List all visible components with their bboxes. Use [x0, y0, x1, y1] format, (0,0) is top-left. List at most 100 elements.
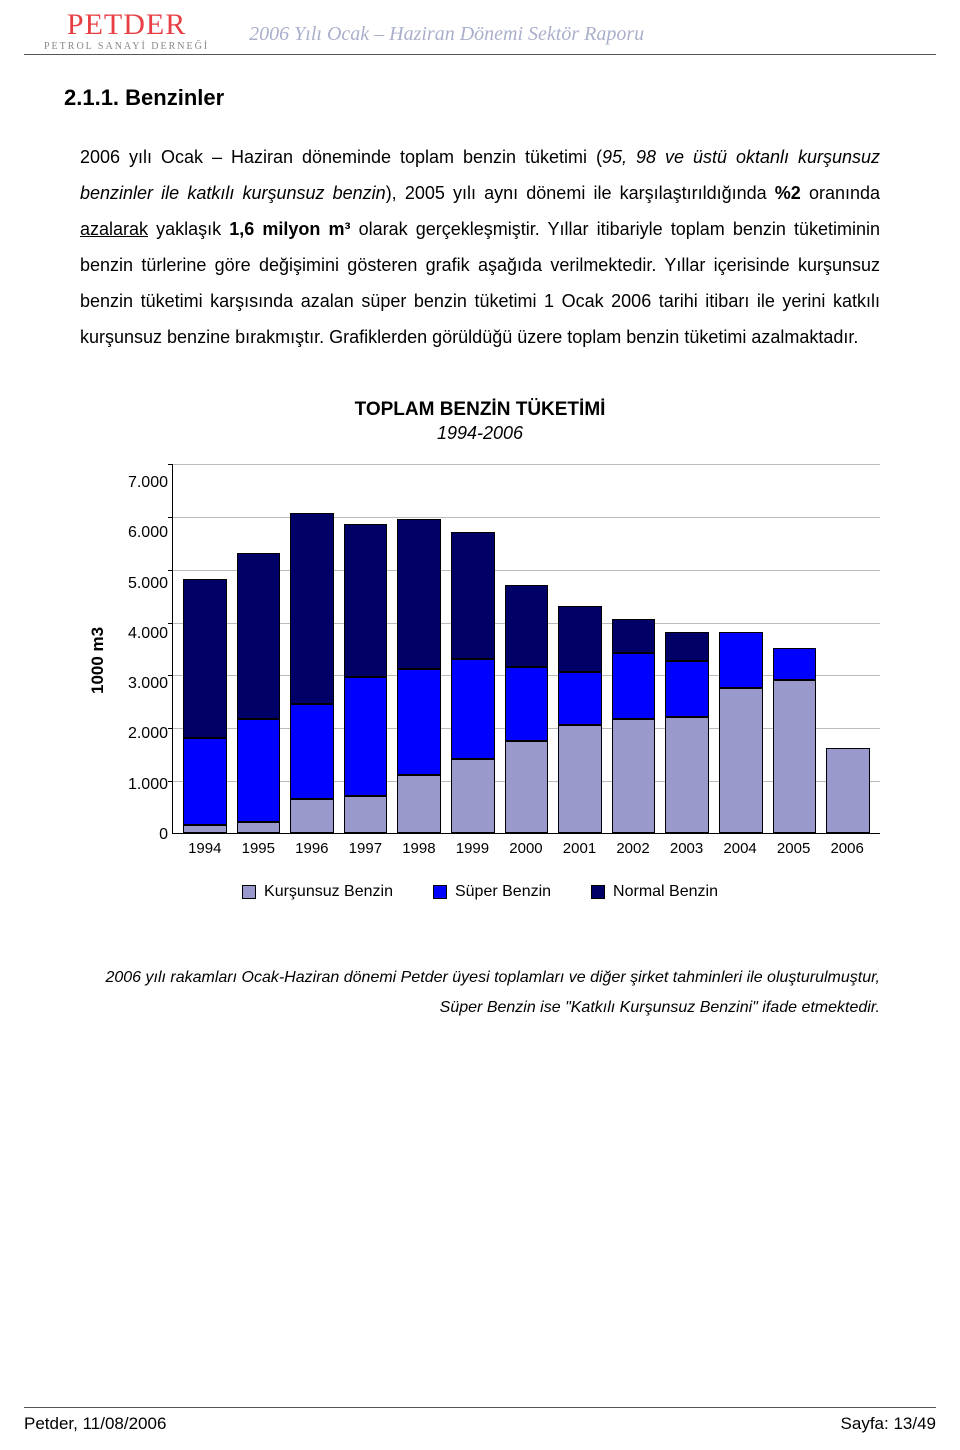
legend-swatch — [591, 885, 605, 899]
tickmark — [168, 464, 173, 465]
bar-segment-kursunsuz — [344, 796, 388, 833]
bar — [719, 632, 763, 833]
bar-segment-kursunsuz — [290, 799, 334, 833]
bar — [612, 619, 656, 833]
bar-segment-kursunsuz — [397, 775, 441, 833]
text-bold: 1,6 milyon m³ — [229, 219, 350, 239]
bar-segment-normal — [665, 632, 709, 661]
bar-segment-super — [344, 677, 388, 796]
y-tick-label: 2.000 — [112, 725, 168, 743]
y-tick-label: 1.000 — [112, 776, 168, 794]
bar-chart: 1000 m3 7.0006.0005.0004.0003.0002.0001.… — [80, 464, 880, 857]
bar — [773, 648, 817, 833]
page-header: PETDER PETROL SANAYİ DERNEĞİ 2006 Yılı O… — [24, 0, 936, 55]
logo-main: PETDER — [67, 10, 186, 40]
bar-segment-super — [290, 704, 334, 799]
chart-subtitle: 1994-2006 — [80, 423, 880, 444]
bar — [397, 519, 441, 833]
text: 2006 yılı Ocak – Haziran döneminde topla… — [80, 147, 602, 167]
bar — [665, 632, 709, 833]
bar — [558, 606, 602, 833]
y-tick-label: 4.000 — [112, 625, 168, 643]
x-tick-label: 2006 — [824, 840, 870, 857]
bar — [183, 579, 227, 833]
text-underline: azalarak — [80, 219, 148, 239]
plot-area — [172, 464, 880, 834]
legend-item: Süper Benzin — [433, 883, 551, 901]
footnote: 2006 yılı rakamları Ocak-Haziran dönemi … — [80, 963, 880, 1024]
bar — [344, 524, 388, 833]
bar-segment-kursunsuz — [773, 680, 817, 833]
bar-segment-super — [719, 632, 763, 688]
text-bold: %2 — [775, 183, 801, 203]
page-footer: Petder, 11/08/2006 Sayfa: 13/49 — [24, 1407, 936, 1434]
x-tick-label: 1996 — [289, 840, 335, 857]
bar — [290, 513, 334, 833]
logo: PETDER PETROL SANAYİ DERNEĞİ — [44, 10, 209, 52]
bar-segment-super — [665, 661, 709, 717]
bar-segment-normal — [397, 519, 441, 670]
gridline — [173, 464, 880, 465]
legend-label: Süper Benzin — [455, 883, 551, 901]
bar-segment-kursunsuz — [826, 748, 870, 833]
logo-subtitle: PETROL SANAYİ DERNEĞİ — [44, 42, 209, 52]
tickmark — [168, 728, 173, 729]
y-tick-label: 3.000 — [112, 675, 168, 693]
x-tick-label: 1998 — [396, 840, 442, 857]
x-tick-label: 2005 — [771, 840, 817, 857]
y-axis-label: 1000 m3 — [88, 464, 108, 857]
bar-segment-normal — [344, 524, 388, 677]
x-tick-label: 1999 — [450, 840, 496, 857]
gridline — [173, 517, 880, 518]
tickmark — [168, 675, 173, 676]
text: oranında — [801, 183, 880, 203]
tickmark — [168, 781, 173, 782]
x-axis: 1994199519961997199819992000200120022003… — [172, 834, 880, 857]
bar-segment-super — [558, 672, 602, 725]
x-tick-label: 2004 — [717, 840, 763, 857]
bar-segment-super — [237, 719, 281, 822]
x-tick-label: 2001 — [557, 840, 603, 857]
bar — [826, 748, 870, 833]
bar-segment-normal — [290, 513, 334, 703]
bar-segment-normal — [237, 553, 281, 720]
bar — [451, 532, 495, 833]
bar-segment-super — [773, 648, 817, 680]
bar-segment-kursunsuz — [451, 759, 495, 833]
legend-item: Normal Benzin — [591, 883, 718, 901]
plot-column: 1994199519961997199819992000200120022003… — [172, 464, 880, 857]
bar — [237, 553, 281, 833]
bar-segment-kursunsuz — [719, 688, 763, 833]
section-heading: 2.1.1. Benzinler — [64, 85, 880, 111]
bar-segment-kursunsuz — [505, 741, 549, 834]
bar-segment-normal — [558, 606, 602, 672]
footer-left: Petder, 11/08/2006 — [24, 1414, 166, 1434]
y-tick-label: 6.000 — [112, 524, 168, 542]
x-tick-label: 2002 — [610, 840, 656, 857]
tickmark — [168, 517, 173, 518]
bar-segment-super — [451, 659, 495, 759]
report-title: 2006 Yılı Ocak – Haziran Dönemi Sektör R… — [249, 23, 644, 52]
y-axis-ticks: 7.0006.0005.0004.0003.0002.0001.0000 — [112, 464, 168, 834]
chart-legend: Kurşunsuz Benzin Süper Benzin Normal Benzi… — [80, 883, 880, 901]
bar-segment-normal — [183, 579, 227, 738]
x-tick-label: 2003 — [664, 840, 710, 857]
legend-label: Kurşunsuz Benzin — [264, 883, 393, 901]
chart-title: TOPLAM BENZİN TÜKETİMİ — [80, 399, 880, 421]
legend-item: Kurşunsuz Benzin — [242, 883, 393, 901]
bar-segment-super — [183, 738, 227, 825]
x-tick-label: 1995 — [236, 840, 282, 857]
bar-segment-super — [505, 667, 549, 741]
tickmark — [168, 623, 173, 624]
bar-segment-normal — [612, 619, 656, 653]
legend-label: Normal Benzin — [613, 883, 718, 901]
bar-segment-normal — [505, 585, 549, 667]
body-paragraph: 2006 yılı Ocak – Haziran döneminde topla… — [80, 139, 880, 355]
bar-segment-kursunsuz — [237, 822, 281, 833]
legend-swatch — [433, 885, 447, 899]
text: yaklaşık — [148, 219, 229, 239]
x-tick-label: 2000 — [503, 840, 549, 857]
bar-segment-super — [612, 653, 656, 719]
text: ), 2005 yılı aynı dönemi ile karşılaştır… — [386, 183, 775, 203]
bar — [505, 585, 549, 833]
